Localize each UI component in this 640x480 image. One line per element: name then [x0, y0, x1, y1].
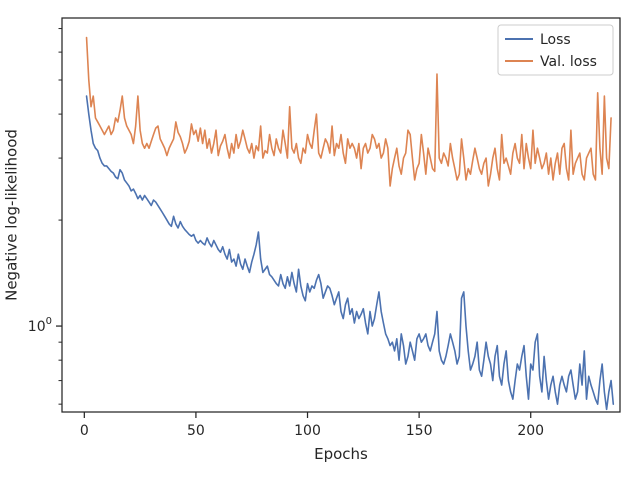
y-tick-base: 10 — [28, 319, 46, 335]
legend: Loss Val. loss — [497, 24, 614, 76]
x-tick-label: 0 — [80, 423, 89, 439]
y-tick-exponent: 0 — [46, 316, 52, 327]
x-axis-label: Epochs — [314, 445, 368, 463]
x-axis-ticks: 0 50 100 150 200 — [80, 412, 544, 439]
y-axis-label: Negative log-likelihood — [3, 129, 21, 301]
series-line-loss — [85, 95, 615, 411]
plot-frame — [61, 17, 621, 413]
legend-label-loss: Loss — [540, 32, 571, 48]
legend-box — [497, 24, 614, 76]
series-layer — [85, 36, 615, 411]
x-tick-label: 200 — [517, 423, 544, 439]
y-tick-label: 100 — [28, 316, 52, 335]
legend-label-val-loss: Val. loss — [540, 54, 597, 70]
x-tick-label: 150 — [406, 423, 433, 439]
x-tick-label: 100 — [294, 423, 321, 439]
series-line-val-loss — [85, 36, 612, 187]
y-axis-ticks: 100 — [28, 28, 62, 405]
x-tick-label: 50 — [187, 423, 205, 439]
